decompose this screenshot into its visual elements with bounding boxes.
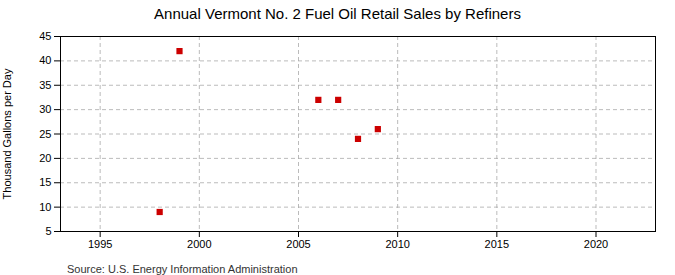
svg-text:2020: 2020 — [584, 238, 608, 250]
svg-text:30: 30 — [39, 103, 51, 115]
html-text:Source: U.S. Energy Informatio: Source: U.S. Energy Information Administ… — [67, 263, 298, 275]
svg-text:2010: 2010 — [385, 238, 409, 250]
svg-text:1995: 1995 — [88, 238, 112, 250]
svg-text:2000: 2000 — [187, 238, 211, 250]
svg-text:5: 5 — [45, 225, 51, 237]
svg-text:35: 35 — [39, 79, 51, 91]
svg-text:Thousand Gallons per Day: Thousand Gallons per Day — [1, 68, 13, 199]
html-text:Annual Vermont No. 2 Fuel Oil: Annual Vermont No. 2 Fuel Oil Retail Sal… — [154, 5, 521, 22]
svg-text:2015: 2015 — [485, 238, 509, 250]
svg-text:15: 15 — [39, 176, 51, 188]
svg-text:25: 25 — [39, 128, 51, 140]
svg-text:20: 20 — [39, 152, 51, 164]
svg-text:2005: 2005 — [286, 238, 310, 250]
svg-text:40: 40 — [39, 54, 51, 66]
svg-text:45: 45 — [39, 30, 51, 42]
svg-text:10: 10 — [39, 201, 51, 213]
